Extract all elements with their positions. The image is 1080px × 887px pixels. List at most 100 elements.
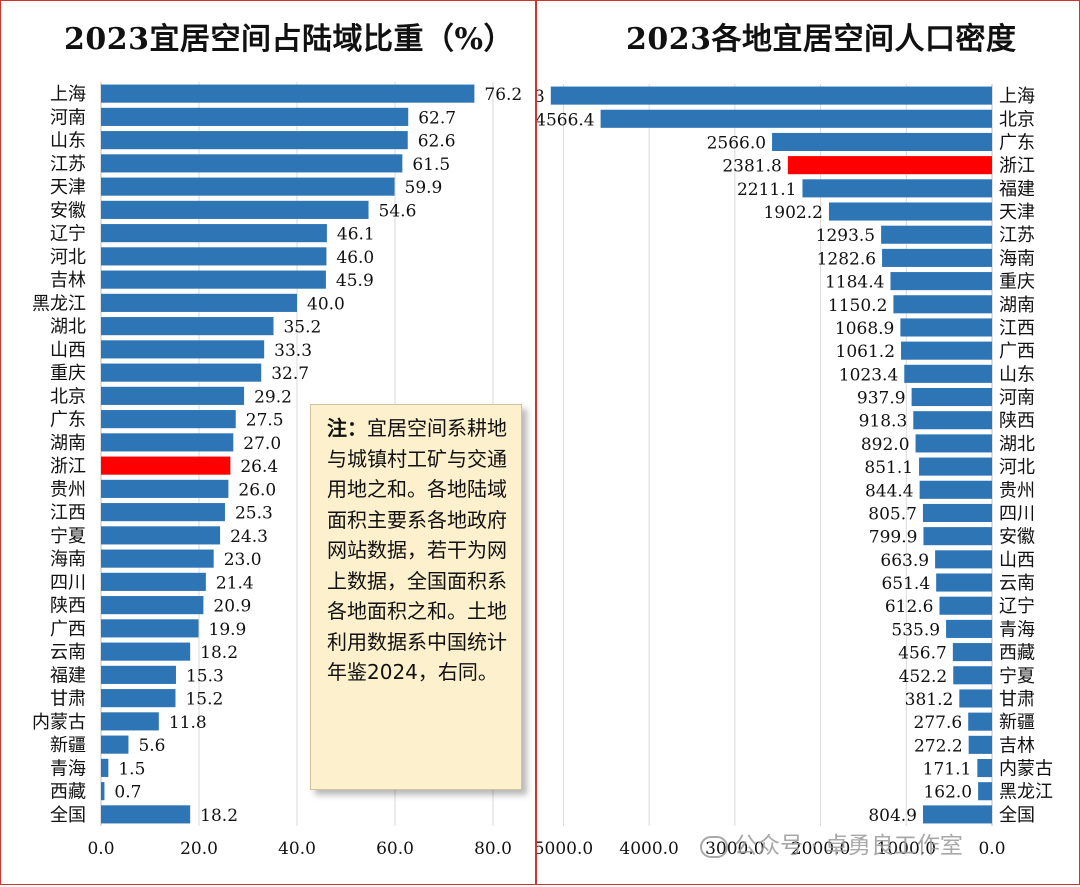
- data-label: 27.0: [243, 434, 281, 454]
- bar: [101, 107, 409, 126]
- data-label: 2211.1: [737, 180, 796, 200]
- category-label: 浙江: [999, 156, 1035, 177]
- category-label: 湖南: [999, 295, 1035, 316]
- data-label: 32.7: [271, 364, 309, 384]
- data-label: 62.6: [418, 132, 456, 152]
- data-label: 35.2: [283, 318, 321, 338]
- category-label: 西藏: [50, 782, 86, 803]
- data-label: 62.7: [418, 108, 456, 128]
- category-label: 贵州: [999, 480, 1035, 501]
- bar: [923, 527, 992, 546]
- bar: [600, 109, 992, 128]
- x-tick-label: 60.0: [376, 839, 414, 859]
- bar: [101, 247, 327, 266]
- data-label: 0.7: [114, 783, 141, 803]
- right-bar-chart: 5000.04000.03000.02000.01000.00.0上海5147.…: [537, 84, 1053, 859]
- data-label: 26.4: [240, 457, 278, 477]
- data-label: 1902.2: [763, 203, 822, 223]
- bar: [890, 272, 992, 291]
- category-label: 新疆: [999, 712, 1035, 733]
- bar: [101, 386, 245, 405]
- category-label: 新疆: [50, 735, 86, 756]
- category-label: 江苏: [50, 154, 86, 175]
- bar: [893, 295, 992, 314]
- data-label: 612.6: [885, 597, 934, 617]
- data-label: 25.3: [235, 504, 273, 524]
- category-label: 陕西: [50, 596, 86, 617]
- bar: [101, 479, 229, 498]
- category-label: 海南: [50, 549, 86, 570]
- bar: [915, 434, 992, 453]
- category-label: 重庆: [999, 272, 1035, 293]
- bar: [946, 619, 992, 638]
- data-label: 18.2: [200, 643, 238, 663]
- data-label: 27.5: [246, 411, 284, 431]
- category-label: 江西: [999, 318, 1035, 339]
- bar: [101, 363, 262, 382]
- data-label: 804.9: [868, 806, 917, 826]
- category-label: 上海: [50, 84, 86, 105]
- x-tick-label: 80.0: [474, 839, 512, 859]
- bar: [904, 364, 992, 383]
- category-label: 甘肃: [999, 689, 1035, 710]
- bar: [101, 596, 204, 615]
- watermark-text: 公众号 · 卓勇良工作室: [734, 833, 963, 859]
- bar: [953, 666, 992, 685]
- bar: [936, 573, 992, 592]
- data-label: 45.9: [336, 271, 374, 291]
- bar: [977, 758, 992, 778]
- category-label: 天津: [50, 177, 86, 198]
- category-label: 吉林: [999, 735, 1035, 756]
- category-label: 河南: [50, 107, 86, 128]
- x-tick-label: 5000.0: [537, 839, 593, 859]
- bar: [923, 805, 992, 824]
- data-label: 272.2: [914, 736, 963, 756]
- category-label: 宁夏: [999, 666, 1035, 687]
- data-label: 61.5: [412, 155, 450, 175]
- category-label: 宁夏: [50, 526, 86, 547]
- bar: [101, 410, 236, 429]
- data-label: 2381.8: [722, 157, 781, 177]
- bar: [101, 735, 129, 754]
- category-label: 内蒙古: [999, 759, 1053, 780]
- x-tick-label: 1000.0: [877, 839, 936, 859]
- bar: [772, 132, 992, 152]
- category-label: 湖南: [50, 433, 86, 454]
- x-tick-label: 20.0: [180, 839, 218, 859]
- category-label: 全国: [50, 805, 86, 826]
- category-label: 浙江: [50, 456, 86, 477]
- bar: [101, 526, 221, 545]
- bar: [935, 550, 992, 569]
- bar: [919, 457, 992, 476]
- data-label: 24.3: [230, 527, 268, 547]
- data-label: 20.9: [213, 597, 251, 617]
- category-label: 河北: [999, 457, 1035, 478]
- bar: [952, 643, 992, 662]
- data-label: 33.3: [274, 341, 312, 361]
- bar: [550, 86, 992, 105]
- bar: [787, 156, 992, 175]
- category-label: 安徽: [999, 527, 1035, 548]
- bar: [101, 549, 214, 568]
- category-label: 云南: [999, 573, 1035, 594]
- data-label: 11.8: [169, 713, 207, 733]
- bar: [101, 712, 159, 731]
- bar: [968, 712, 992, 731]
- data-label: 1293.5: [816, 226, 875, 246]
- bar: [882, 248, 992, 267]
- category-label: 广东: [50, 410, 86, 431]
- category-label: 山西: [50, 340, 86, 361]
- category-label: 广西: [999, 341, 1035, 362]
- bar: [968, 735, 992, 754]
- data-label: 663.9: [880, 551, 929, 571]
- data-label: 23.0: [224, 550, 262, 570]
- category-label: 湖北: [50, 317, 86, 338]
- category-label: 天津: [999, 202, 1035, 223]
- bar: [913, 411, 992, 430]
- note-box: 注：宜居空间系耕地与城镇村工矿与交通用地之和。各地陆域面积主要系各地政府网站数据…: [310, 404, 522, 790]
- data-label: 76.2: [484, 85, 522, 105]
- data-label: 918.3: [859, 412, 908, 432]
- category-label: 北京: [999, 109, 1035, 130]
- left-chart-title: 2023宜居空间占陆域比重（%）: [64, 22, 515, 57]
